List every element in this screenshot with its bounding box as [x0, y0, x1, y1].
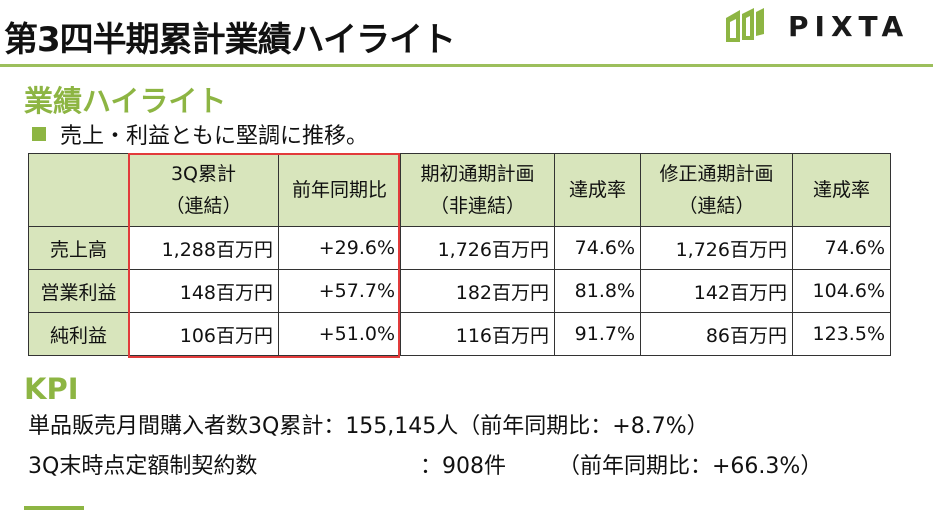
page-title: 第3四半期累計業績ハイライト	[4, 20, 456, 60]
header-line2: （非連結）	[429, 195, 525, 217]
table-cell: 123.5%	[792, 312, 891, 356]
highlight-bullet: 売上・利益ともに堅調に推移。	[32, 118, 368, 150]
section-title-kpi: KPI	[24, 372, 79, 406]
pixta-logo: PIXTA	[722, 6, 927, 46]
row-label: 売上高	[28, 226, 129, 270]
header-line1: 修正通期計画	[659, 163, 774, 185]
header-line1: 前年同期比	[291, 179, 387, 201]
kpi-line-subscriptions: 3Q末時点定額制契約数 ：908件 （前年同期比：+66.3%）	[28, 448, 822, 480]
header-cell-yoy: 前年同期比	[278, 153, 401, 227]
header-cell-3q-cumulative: 3Q累計 （連結）	[128, 153, 279, 227]
header-line2: （連結）	[678, 195, 755, 217]
table-row-sales: 売上高 1,288百万円 +29.6% 1,726百万円 74.6% 1,726…	[28, 226, 891, 270]
table-row-net-profit: 純利益 106百万円 +51.0% 116百万円 91.7% 86百万円 123…	[28, 312, 891, 356]
header-cell-initial-plan: 期初通期計画 （非連結）	[400, 153, 555, 227]
table-cell: 1,726百万円	[400, 226, 555, 270]
table-cell: 106百万円	[128, 312, 279, 356]
table-cell: 74.6%	[792, 226, 891, 270]
section-title-highlight: 業績ハイライト	[24, 84, 227, 118]
table-cell: 1,288百万円	[128, 226, 279, 270]
table-cell: 116百万円	[400, 312, 555, 356]
kpi-subscriptions-ratio: （前年同期比：+66.3%）	[558, 454, 823, 479]
header-cell-blank	[28, 153, 129, 227]
square-bullet-icon	[32, 127, 46, 141]
table-cell: 91.7%	[554, 312, 641, 356]
header-line1: 達成率	[568, 179, 626, 201]
next-section-title-fragment	[24, 506, 84, 510]
kpi-subscriptions-value: ：908件	[420, 454, 506, 479]
table-cell: 81.8%	[554, 269, 641, 313]
next-section-peek	[24, 500, 144, 510]
table-cell: 148百万円	[128, 269, 279, 313]
table-cell: +29.6%	[278, 226, 401, 270]
pixta-logo-mark-icon	[726, 8, 764, 42]
row-label: 営業利益	[28, 269, 129, 313]
table-cell: +51.0%	[278, 312, 401, 356]
title-divider	[0, 64, 933, 67]
header-line1: 期初通期計画	[420, 163, 535, 185]
table-cell: 74.6%	[554, 226, 641, 270]
highlight-bullet-text: 売上・利益ともに堅調に推移。	[60, 124, 369, 149]
row-label: 純利益	[28, 312, 129, 356]
kpi-line-buyers: 単品販売月間購入者数3Q累計：155,145人（前年同期比：+8.7%）	[28, 414, 709, 439]
pixta-logo-text: PIXTA	[788, 10, 910, 43]
header-line2: （連結）	[165, 195, 242, 217]
table-cell: 86百万円	[640, 312, 793, 356]
header-cell-achievement-initial: 達成率	[554, 153, 641, 227]
header-line1: 3Q累計	[170, 163, 237, 185]
table-row-operating-profit: 営業利益 148百万円 +57.7% 182百万円 81.8% 142百万円 1…	[28, 269, 891, 313]
table-cell: 142百万円	[640, 269, 793, 313]
table-cell: +57.7%	[278, 269, 401, 313]
header-cell-achievement-revised: 達成率	[792, 153, 891, 227]
table-cell: 182百万円	[400, 269, 555, 313]
kpi-subscriptions-label: 3Q末時点定額制契約数	[28, 454, 258, 479]
header-line1: 達成率	[812, 179, 870, 201]
table-cell: 104.6%	[792, 269, 891, 313]
table-cell: 1,726百万円	[640, 226, 793, 270]
header-cell-revised-plan: 修正通期計画 （連結）	[640, 153, 793, 227]
table-header-row: 3Q累計 （連結） 前年同期比 期初通期計画 （非連結） 達成率 修正通期計画 （連結…	[28, 153, 891, 227]
performance-table: 3Q累計 （連結） 前年同期比 期初通期計画 （非連結） 達成率 修正通期計画 （連結…	[28, 153, 891, 356]
